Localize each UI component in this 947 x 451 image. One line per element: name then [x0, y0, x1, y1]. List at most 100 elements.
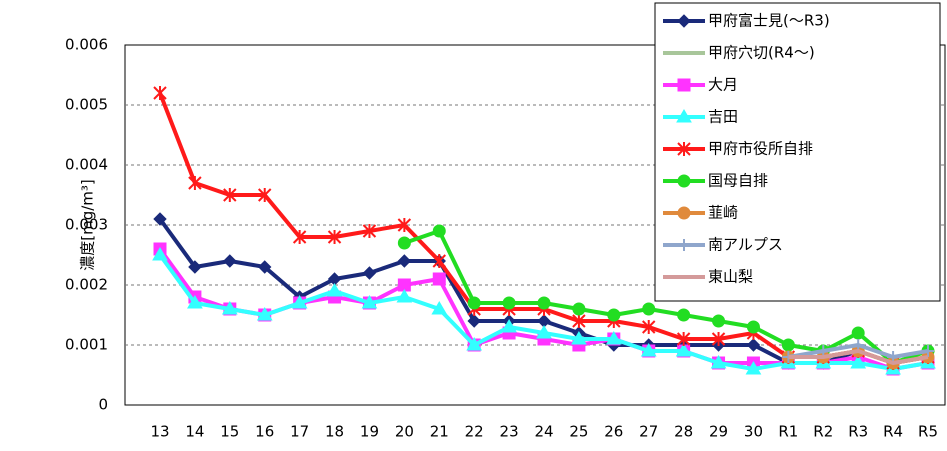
- x-tick-label: 16: [255, 423, 274, 441]
- y-tick-label: 0: [98, 396, 108, 414]
- data-point: [711, 332, 726, 346]
- x-tick-label: R4: [883, 423, 903, 441]
- x-tick-label: 18: [325, 423, 344, 441]
- x-tick-label: R5: [918, 423, 938, 441]
- legend-marker: [677, 14, 691, 28]
- data-point: [397, 254, 412, 268]
- legend-label: 韮崎: [708, 204, 738, 222]
- y-tick-label: 0.001: [65, 336, 108, 354]
- legend-label: 南アルプス: [708, 236, 783, 254]
- y-tick-label: 0.003: [65, 216, 108, 234]
- y-tick-label: 0.004: [65, 156, 108, 174]
- data-point: [292, 230, 307, 244]
- x-tick-label: 27: [639, 423, 658, 441]
- data-point: [537, 296, 551, 310]
- legend-label: 甲府市役所自排: [708, 140, 813, 158]
- legend-marker: [677, 78, 691, 92]
- data-point: [362, 266, 377, 280]
- x-tick-label: 30: [744, 423, 763, 441]
- legend-marker: [677, 142, 691, 156]
- data-point: [431, 301, 448, 315]
- x-tick-label: 17: [290, 423, 309, 441]
- y-tick-label: 0.002: [65, 276, 108, 294]
- data-point: [746, 338, 761, 352]
- legend-marker: [678, 239, 690, 251]
- data-point: [223, 188, 237, 202]
- x-tick-label: 13: [150, 423, 169, 441]
- series-line: [788, 349, 929, 365]
- data-point: [362, 224, 377, 238]
- data-point: [221, 301, 238, 315]
- y-tick-label: 0.005: [65, 96, 108, 114]
- data-point: [258, 260, 272, 274]
- data-point: [327, 230, 342, 244]
- legend-marker: [677, 206, 691, 220]
- data-point: [922, 345, 934, 357]
- x-tick-label: 22: [465, 423, 484, 441]
- x-tick-label: 21: [430, 423, 449, 441]
- x-tick-label: 29: [709, 423, 728, 441]
- data-point: [223, 254, 237, 268]
- data-point: [397, 236, 411, 250]
- x-tick-label: 23: [500, 423, 519, 441]
- data-point: [361, 295, 378, 309]
- data-point: [467, 296, 481, 310]
- series-line: [403, 229, 929, 365]
- data-point: [852, 339, 865, 351]
- data-point: [152, 247, 168, 261]
- x-tick-label: 14: [185, 423, 204, 441]
- x-tick-label: 28: [674, 423, 693, 441]
- data-point: [677, 308, 691, 322]
- data-point: [851, 326, 865, 340]
- data-point: [326, 283, 343, 297]
- data-point: [642, 320, 656, 334]
- x-tick-label: 25: [569, 423, 588, 441]
- data-point: [291, 295, 308, 309]
- x-tick-label: 24: [534, 423, 553, 441]
- data-point: [153, 212, 167, 226]
- legend-label: 吉田: [708, 108, 738, 126]
- data-point: [536, 325, 552, 339]
- data-point: [746, 320, 760, 334]
- legend-label: 国母自排: [708, 172, 768, 190]
- data-point: [745, 361, 762, 375]
- x-tick-label: 15: [220, 423, 239, 441]
- data-point: [607, 308, 621, 322]
- y-axis-label: 濃度[mg/m³]: [79, 179, 97, 271]
- data-point: [188, 260, 202, 274]
- data-point: [710, 355, 727, 369]
- x-tick-label: R1: [778, 423, 798, 441]
- x-tick-label: R2: [813, 423, 833, 441]
- data-point: [432, 224, 446, 238]
- x-tick-label: 19: [360, 423, 379, 441]
- data-point: [258, 188, 272, 202]
- data-point: [642, 302, 656, 316]
- data-point: [676, 332, 691, 346]
- x-tick-label: 26: [604, 423, 623, 441]
- data-point: [187, 295, 203, 309]
- x-tick-label: 20: [395, 423, 414, 441]
- data-point: [432, 254, 446, 268]
- data-point: [256, 307, 273, 321]
- data-point: [432, 272, 446, 286]
- data-point: [466, 337, 483, 351]
- legend-label: 甲府穴切(R4～): [708, 44, 815, 62]
- data-point: [675, 343, 692, 357]
- data-point: [850, 355, 867, 369]
- data-point: [712, 314, 726, 328]
- data-point: [640, 343, 657, 357]
- data-point: [188, 176, 202, 190]
- legend-label: 大月: [708, 76, 738, 94]
- data-point: [501, 319, 517, 333]
- data-point: [153, 86, 167, 100]
- y-tick-label: 0.006: [65, 36, 108, 54]
- legend-marker: [676, 109, 692, 123]
- data-point: [502, 296, 516, 310]
- data-point: [397, 218, 412, 232]
- data-point: [467, 314, 481, 328]
- data-point: [605, 331, 622, 345]
- data-point: [571, 331, 587, 345]
- legend-label: 甲府富士見(～R3): [708, 12, 830, 30]
- x-tick-label: R3: [848, 423, 868, 441]
